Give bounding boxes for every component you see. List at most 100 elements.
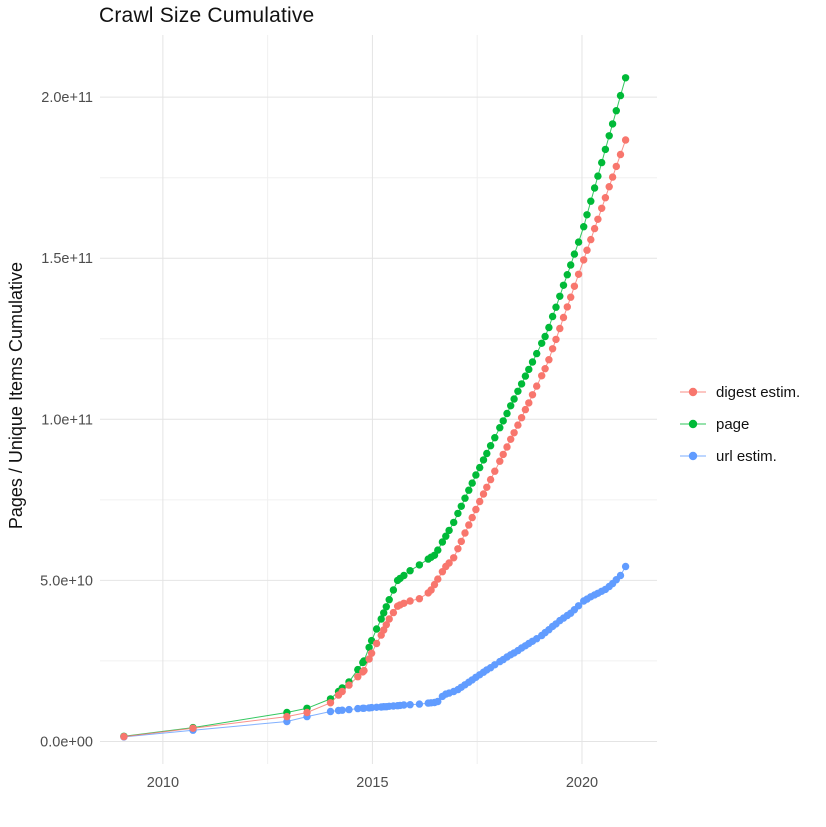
data-point — [457, 502, 465, 510]
data-point — [406, 701, 414, 709]
data-point — [556, 292, 564, 300]
legend-label: page — [716, 415, 750, 433]
data-point — [454, 509, 462, 518]
x-tick-label: 2015 — [356, 775, 388, 791]
data-point — [587, 235, 595, 244]
data-point — [574, 602, 583, 610]
data-point — [601, 194, 610, 202]
data-point — [528, 358, 537, 366]
data-point — [372, 625, 381, 633]
y-tick-label: 2.0e+11 — [41, 90, 93, 106]
data-point — [605, 183, 613, 191]
data-point — [461, 494, 469, 502]
data-point — [472, 471, 480, 479]
data-point — [574, 270, 583, 278]
data-point — [427, 586, 435, 594]
data-point — [533, 349, 541, 358]
data-point — [486, 475, 495, 484]
legend-item-digest-estim: digest estim. — [680, 376, 800, 408]
data-point — [580, 223, 588, 231]
data-point — [326, 699, 335, 707]
data-point — [567, 293, 575, 301]
data-point — [476, 463, 484, 472]
data-point — [548, 345, 557, 353]
data-point — [567, 261, 575, 269]
data-point — [612, 162, 620, 171]
data-point — [621, 562, 630, 571]
data-point — [377, 615, 385, 623]
data-point — [608, 173, 617, 181]
data-point — [468, 513, 476, 522]
data-point — [472, 505, 480, 514]
data-point — [400, 701, 408, 709]
data-point — [521, 372, 530, 380]
data-point — [583, 246, 591, 254]
y-tick-label: 1.5e+11 — [41, 251, 93, 267]
data-point — [338, 687, 346, 696]
data-point — [601, 145, 610, 154]
data-point — [389, 608, 398, 617]
data-point — [503, 409, 511, 418]
data-point — [552, 335, 560, 344]
data-point — [510, 429, 518, 437]
data-point — [525, 399, 533, 407]
data-point — [525, 365, 533, 374]
data-point — [360, 666, 368, 675]
data-point — [538, 339, 546, 347]
y-axis-title: Pages / Unique Items Cumulative — [6, 262, 26, 530]
series-page — [120, 74, 630, 740]
data-point — [621, 74, 630, 82]
data-point — [563, 271, 571, 279]
data-point — [598, 204, 606, 212]
data-point — [400, 599, 408, 607]
data-point — [499, 450, 507, 459]
data-point — [538, 372, 546, 380]
data-point — [541, 332, 549, 341]
data-point — [548, 312, 557, 321]
data-point — [598, 158, 606, 167]
legend-item-page: page — [680, 408, 800, 440]
data-point — [389, 586, 398, 594]
data-point — [583, 211, 591, 219]
data-point — [570, 250, 579, 258]
data-point — [507, 402, 515, 410]
data-point — [415, 561, 424, 569]
data-point — [445, 526, 453, 535]
legend: digest estim. page url estim. — [680, 376, 800, 472]
data-point — [380, 609, 388, 617]
data-point — [556, 324, 564, 333]
data-point — [450, 518, 458, 527]
data-point — [590, 184, 599, 192]
grid-minor — [100, 35, 657, 764]
data-point — [621, 136, 630, 144]
data-point — [189, 724, 197, 732]
data-point — [283, 712, 291, 721]
data-point — [517, 414, 526, 422]
data-point — [434, 697, 442, 706]
data-point — [382, 603, 390, 611]
data-point — [367, 649, 376, 657]
data-point — [496, 424, 504, 432]
data-point — [365, 643, 373, 652]
data-point — [415, 595, 424, 603]
data-point — [406, 597, 414, 605]
data-point — [521, 405, 530, 414]
data-point — [345, 705, 353, 714]
data-point — [303, 708, 311, 717]
data-point — [120, 732, 128, 741]
data-point — [570, 282, 579, 290]
data-point — [545, 323, 553, 332]
grid-major — [100, 35, 657, 764]
data-point — [476, 497, 484, 506]
data-point — [450, 554, 458, 562]
series-digest-estim — [120, 136, 630, 741]
legend-label: url estim. — [716, 447, 777, 465]
data-point — [430, 580, 439, 589]
data-point — [326, 707, 335, 716]
data-point — [461, 529, 469, 537]
data-point — [434, 575, 442, 583]
data-point — [434, 546, 442, 554]
data-point — [415, 700, 424, 708]
